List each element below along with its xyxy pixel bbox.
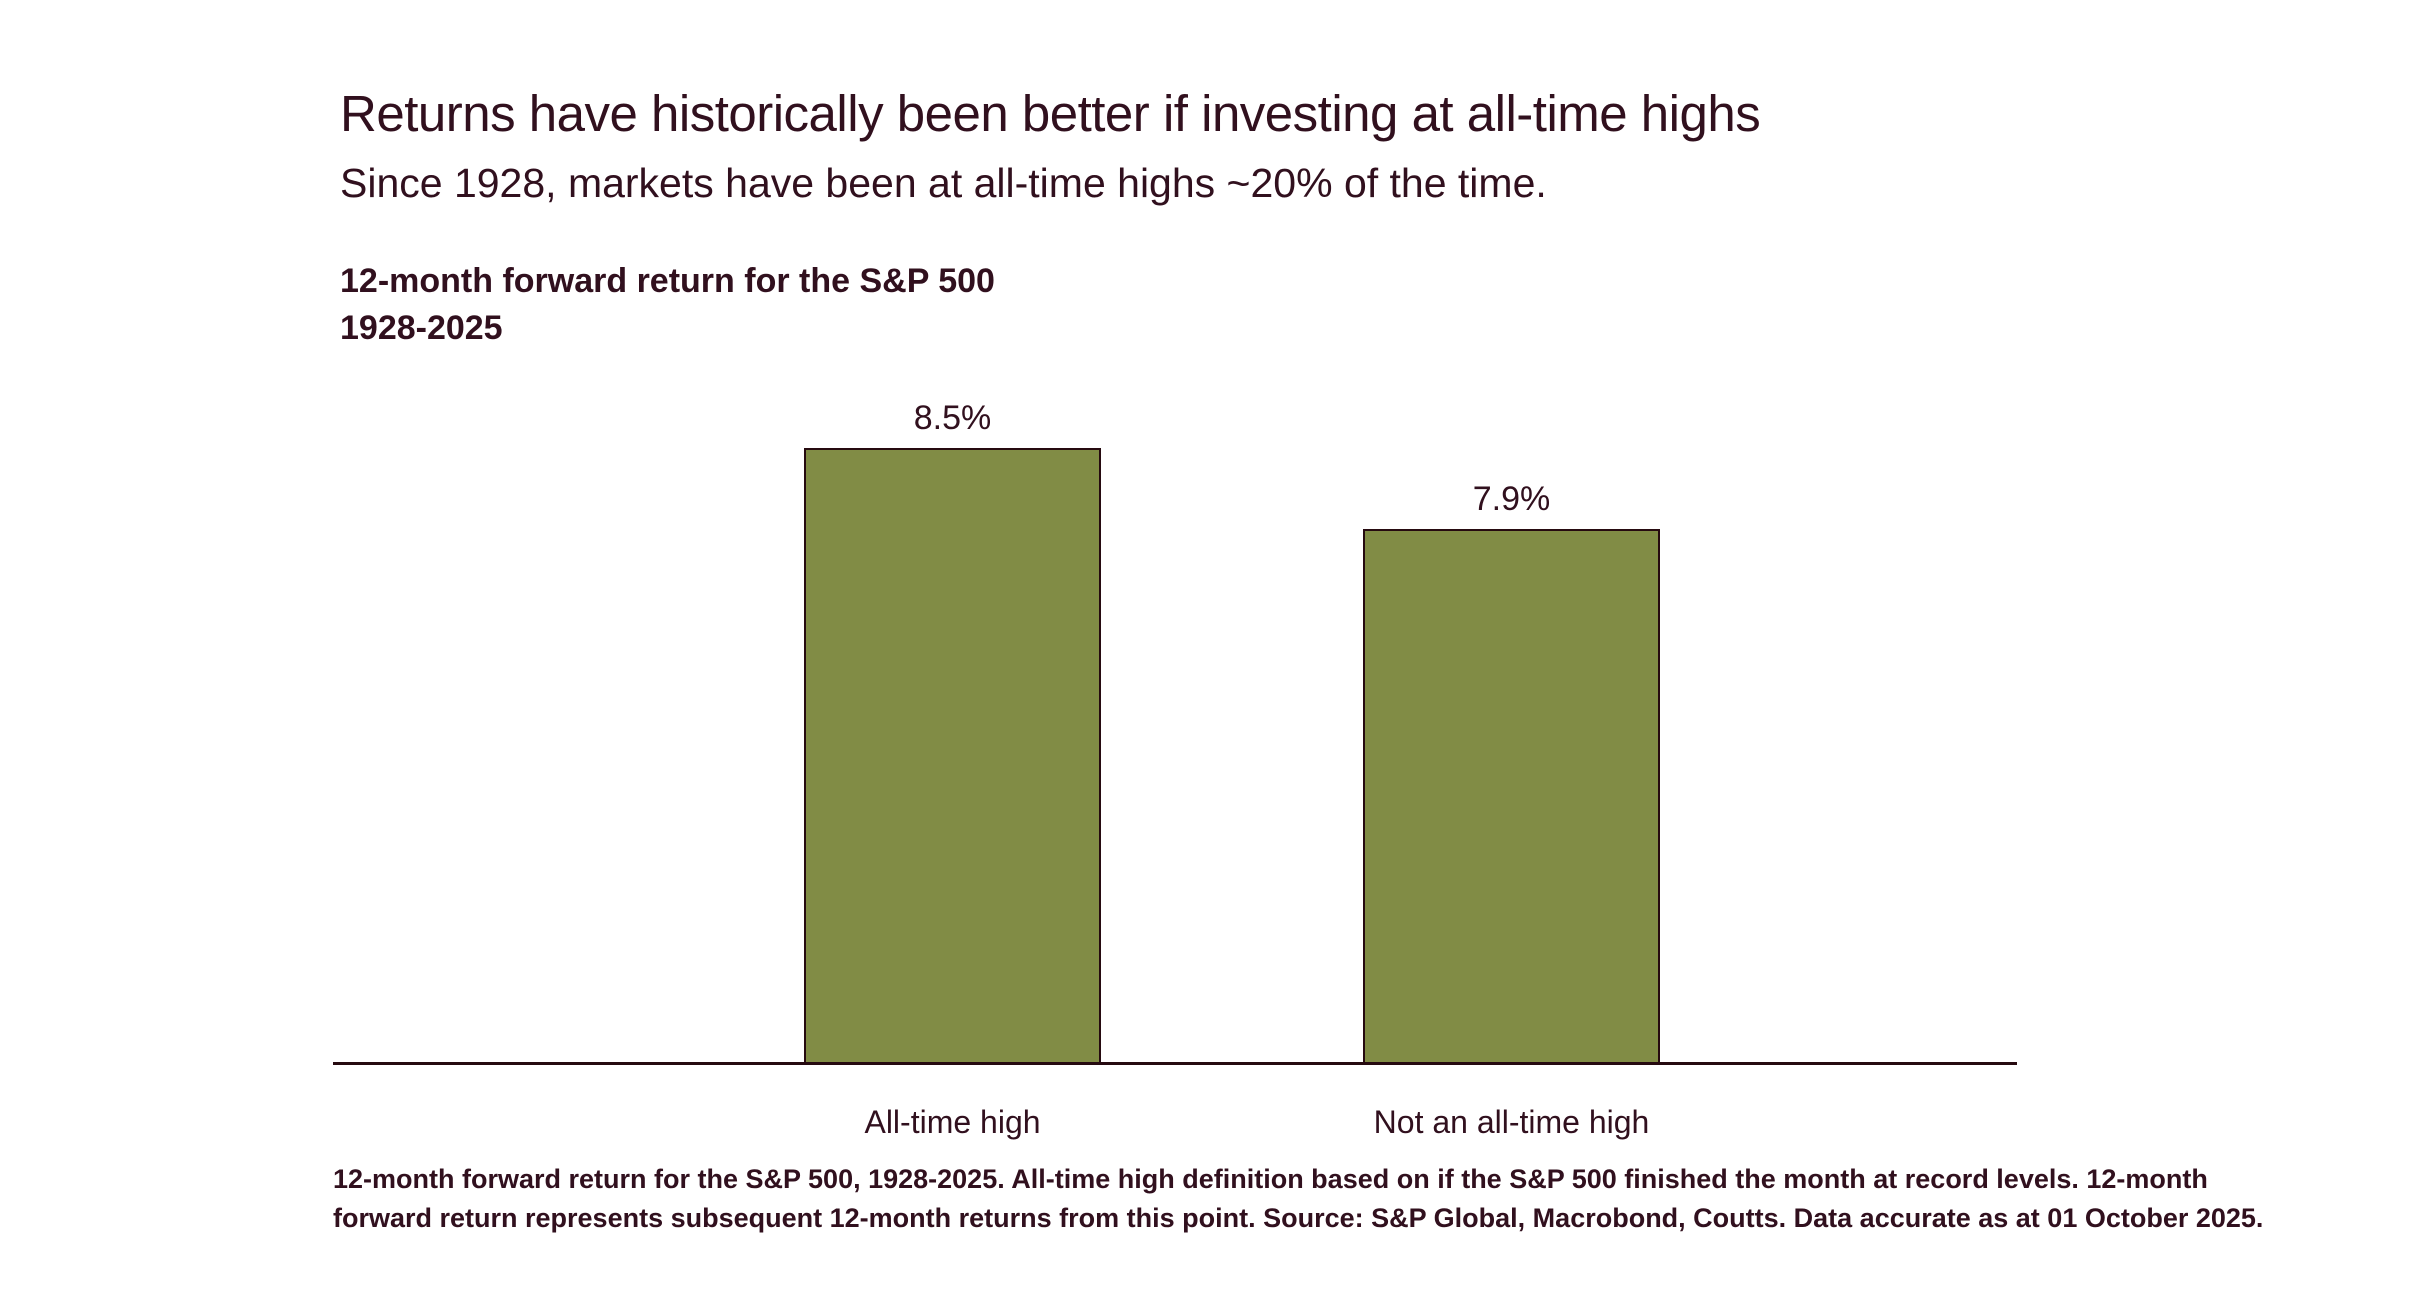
bar-value-label-not-all-time-high: 7.9%: [1472, 480, 1551, 518]
bar-value-label-all-time-high: 8.5%: [913, 399, 992, 437]
category-label-all-time-high: All-time high: [864, 1104, 1041, 1140]
footnote-line-2: forward return represents subsequent 12-…: [333, 1203, 2264, 1233]
category-label-not-all-time-high: Not an all-time high: [1373, 1104, 1650, 1140]
page-title: Returns have historically been better if…: [340, 85, 1761, 142]
bar-all-time-high: [804, 448, 1101, 1065]
bar-not-all-time-high: [1363, 529, 1660, 1065]
chart-heading-block: 12-month forward return for the S&P 500 …: [340, 258, 995, 352]
x-axis-line: [333, 1062, 2017, 1065]
page-subtitle: Since 1928, markets have been at all-tim…: [340, 160, 1547, 206]
chart-period: 1928-2025: [340, 309, 503, 347]
footnote: 12-month forward return for the S&P 500,…: [333, 1160, 2263, 1238]
footnote-line-1: 12-month forward return for the S&P 500,…: [333, 1164, 2208, 1194]
chart-title: 12-month forward return for the S&P 500: [340, 262, 995, 300]
